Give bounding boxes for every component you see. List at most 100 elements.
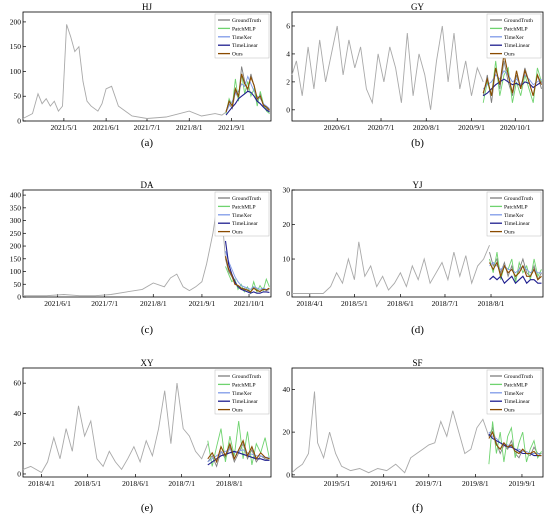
y-tick-label: 350	[10, 203, 22, 212]
y-tick-label: 30	[283, 186, 291, 195]
y-tick-label: 0	[286, 289, 290, 298]
x-tick-label: 2021/9/1	[189, 299, 216, 308]
y-tick-label: 40	[14, 409, 22, 418]
y-tick-label: 0	[17, 293, 21, 302]
chart-panel-xy: XY 0 20 40 60 2018/4/1 2018/5/1 2018/6/1 2018/7/…	[14, 358, 272, 514]
legend-entry: TimeXer	[504, 213, 524, 219]
legend: GroundTruth PatchMLP TimeXer TimeLinear Ours	[486, 369, 542, 415]
chart-panel-yj: YJ 0 10 20 30 2018/4/1 2018/5/1 2018/6/1 2018/7/…	[283, 180, 544, 336]
legend-entry: PatchMLP	[232, 26, 256, 32]
legend-entry: GroundTruth	[232, 18, 261, 24]
y-tick-label: 100	[10, 67, 22, 76]
chart-panel-hj: HJ 0 50 100 150 200 2021/5/1 2021/6/1 2021/7/1 20…	[10, 2, 272, 149]
legend-entry: PatchMLP	[232, 382, 256, 388]
x-tick-label: 2020/7/1	[368, 123, 395, 132]
panel-label: (f)	[412, 502, 423, 514]
chart-title: XY	[141, 358, 154, 368]
legend-entry: PatchMLP	[504, 26, 528, 32]
legend: GroundTruth PatchMLP TimeXer TimeLinear Ours	[486, 191, 542, 237]
legend-box	[486, 369, 542, 415]
chart-panel-sf: SF 0 20 40 2019/5/1 2019/6/1 2019/7/1 2019/8/1 2…	[283, 358, 544, 514]
legend-entry: Ours	[232, 230, 243, 236]
chart-title: GY	[411, 2, 424, 12]
x-tick-label: 2019/8/1	[462, 479, 489, 488]
legend-entry: GroundTruth	[232, 196, 261, 202]
x-tick-label: 2018/8/1	[216, 479, 243, 488]
legend-entry: TimeXer	[504, 35, 524, 41]
legend-entry: TimeXer	[504, 391, 524, 397]
series-line-ours	[207, 439, 270, 464]
history-line	[292, 241, 490, 294]
plot-frame	[291, 11, 544, 122]
legend-entry: GroundTruth	[232, 374, 261, 380]
legend-entry: Ours	[504, 230, 515, 236]
legend-entry: Ours	[504, 52, 515, 58]
y-tick-label: 0	[17, 117, 21, 126]
y-tick-label: 20	[283, 220, 291, 229]
legend-entry: TimeXer	[232, 35, 252, 41]
series-line-ours	[224, 256, 270, 293]
x-tick-label: 2019/9/1	[509, 479, 536, 488]
history-line	[22, 24, 227, 119]
legend-box	[486, 191, 542, 237]
history-line	[291, 25, 484, 110]
plot-frame	[291, 367, 544, 478]
legend-entry: GroundTruth	[504, 374, 533, 380]
panel-label: (c)	[141, 324, 154, 336]
y-tick-label: 150	[10, 42, 22, 51]
y-tick-label: 100	[10, 267, 22, 276]
x-tick-label: 2018/6/1	[387, 299, 414, 308]
x-tick-label: 2019/6/1	[370, 479, 397, 488]
legend-entry: GroundTruth	[504, 196, 533, 202]
plot-frame	[22, 189, 272, 298]
legend-box	[486, 13, 542, 59]
x-tick-label: 2020/8/1	[413, 123, 440, 132]
chart-panel-da: DA 0 50 100 150 200 250 300 350 400 2021/6/1 2021/7…	[10, 180, 272, 336]
legend: GroundTruth PatchMLP TimeXer TimeLinear Ours	[214, 13, 270, 59]
plot-frame	[291, 189, 544, 298]
y-tick-label: 6	[286, 21, 290, 30]
y-tick-label: 300	[10, 216, 22, 225]
chart-panel-gy: GY 0 2 4 6 2020/6/1 2020/7/1 2020/8/1 2020/9/1 20…	[286, 2, 544, 149]
x-tick-label: 2021/6/1	[93, 123, 120, 132]
x-tick-label: 2021/7/1	[91, 299, 118, 308]
series-line-patchmlp	[207, 420, 270, 467]
y-tick-label: 0	[17, 469, 21, 478]
chart-title: DA	[141, 180, 154, 190]
history-line	[23, 202, 226, 297]
plot-frame	[22, 367, 272, 478]
legend-entry: TimeLinear	[232, 221, 258, 227]
series-line-timelinear	[488, 433, 542, 457]
series-line-ours	[482, 53, 543, 96]
history-line	[291, 391, 490, 474]
y-tick-label: 10	[283, 255, 291, 264]
legend-entry: Ours	[232, 408, 243, 414]
panel-label: (a)	[141, 137, 154, 149]
legend-entry: Ours	[504, 408, 515, 414]
y-tick-label: 20	[283, 428, 291, 437]
legend: GroundTruth PatchMLP TimeXer TimeLinear Ours	[214, 369, 270, 415]
legend-entry: TimeXer	[232, 213, 252, 219]
x-tick-label: 2021/7/1	[134, 123, 161, 132]
series-line-timelinear	[489, 275, 542, 285]
y-tick-label: 50	[14, 280, 22, 289]
x-tick-label: 2018/4/1	[296, 299, 323, 308]
series-line-ours	[488, 430, 542, 457]
y-tick-label: 4	[286, 49, 290, 58]
x-tick-label: 2020/6/1	[324, 123, 351, 132]
x-tick-label: 2018/5/1	[341, 299, 368, 308]
x-tick-label: 2021/9/1	[218, 123, 245, 132]
legend-entry: PatchMLP	[504, 382, 528, 388]
legend-box	[214, 13, 270, 59]
x-tick-label: 2021/10/1	[234, 299, 265, 308]
y-tick-label: 60	[14, 379, 22, 388]
legend-entry: TimeLinear	[232, 43, 258, 49]
chart-title: SF	[412, 358, 422, 368]
x-tick-label: 2018/6/1	[122, 479, 149, 488]
series-line-timelinear	[224, 240, 270, 294]
legend-entry: GroundTruth	[504, 18, 533, 24]
legend-box	[214, 369, 270, 415]
x-tick-label: 2021/8/1	[176, 123, 203, 132]
legend-entry: TimeLinear	[232, 399, 258, 405]
